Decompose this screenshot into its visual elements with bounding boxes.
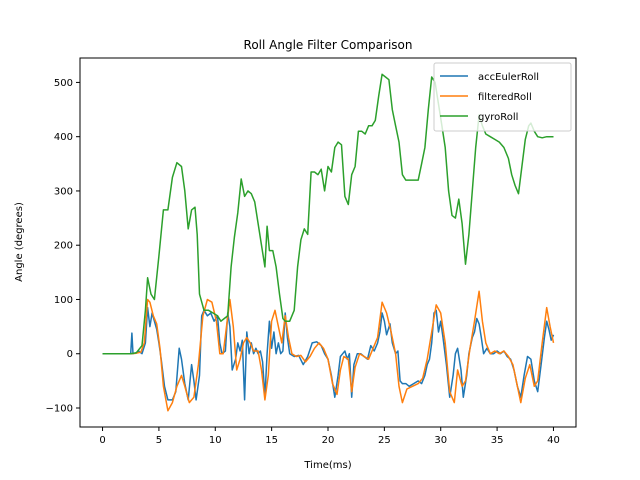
x-tick-label: 15 bbox=[265, 435, 278, 446]
legend: accEulerRoll filteredRoll gyroRoll bbox=[433, 62, 572, 132]
x-axis-title: Time(ms) bbox=[303, 460, 351, 471]
y-axis-title: Angle (degrees) bbox=[14, 202, 25, 282]
legend-label-gyroRoll: gyroRoll bbox=[478, 112, 518, 123]
x-tick-label: 30 bbox=[434, 435, 447, 446]
axis-ticks: 0 5 10 15 20 25 30 35 40 −100 0 100 200 300 400 500 bbox=[46, 78, 560, 446]
x-tick-label: 0 bbox=[99, 435, 105, 446]
y-tick-label: 500 bbox=[54, 78, 73, 89]
x-tick-label: 25 bbox=[378, 435, 391, 446]
legend-box bbox=[433, 62, 572, 132]
legend-label-accEulerRoll: accEulerRoll bbox=[478, 72, 539, 83]
x-tick-label: 35 bbox=[491, 435, 504, 446]
y-tick-label: −100 bbox=[46, 404, 73, 415]
y-tick-label: 400 bbox=[54, 132, 73, 143]
y-tick-label: 100 bbox=[54, 295, 73, 306]
y-tick-label: 200 bbox=[54, 241, 73, 252]
series-line-gyroRoll bbox=[102, 73, 554, 355]
x-tick-label: 20 bbox=[322, 435, 335, 446]
series-layer bbox=[102, 73, 555, 412]
y-tick-label: 300 bbox=[54, 186, 73, 197]
legend-label-filteredRoll: filteredRoll bbox=[478, 92, 532, 103]
x-tick-label: 5 bbox=[156, 435, 162, 446]
x-tick-label: 40 bbox=[547, 435, 560, 446]
y-tick-label: 0 bbox=[67, 349, 73, 360]
x-tick-label: 10 bbox=[209, 435, 222, 446]
series-line-filteredRoll bbox=[130, 290, 555, 412]
chart-title: Roll Angle Filter Comparison bbox=[244, 38, 413, 52]
series-line-accEulerRoll bbox=[129, 306, 555, 401]
